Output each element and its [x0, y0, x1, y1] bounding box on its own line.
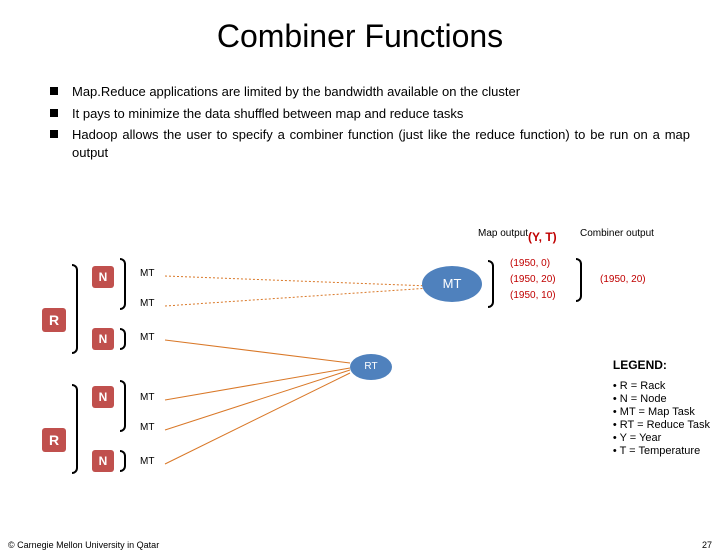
brace-icon	[72, 384, 78, 474]
legend-item: • N = Node	[613, 393, 710, 405]
yt-label: (Y, T)	[528, 230, 557, 244]
brace-icon	[120, 380, 126, 432]
node-box: N	[92, 450, 114, 472]
map-output-label: Map output	[478, 228, 528, 239]
bullet-list: Map.Reduce applications are limited by t…	[50, 83, 690, 161]
reduce-task-oval: RT	[350, 354, 392, 380]
legend-item: • RT = Reduce Task	[613, 419, 710, 431]
legend-item: • MT = Map Task	[613, 406, 710, 418]
legend: LEGEND: • R = Rack • N = Node • MT = Map…	[613, 358, 710, 458]
bullet-item: It pays to minimize the data shuffled be…	[50, 105, 690, 123]
rack-node: R	[42, 428, 66, 452]
bullet-marker	[50, 87, 58, 95]
final-pair-label: (1950, 20)	[600, 274, 646, 285]
pair-label: (1950, 20)	[510, 274, 556, 285]
brace-icon	[120, 450, 126, 472]
brace-icon	[488, 260, 494, 308]
bullet-marker	[50, 130, 58, 138]
map-task-label: MT	[140, 456, 154, 467]
map-task-label: MT	[140, 422, 154, 433]
map-task-label: MT	[140, 332, 154, 343]
map-task-label: MT	[140, 392, 154, 403]
bullet-item: Map.Reduce applications are limited by t…	[50, 83, 690, 101]
combiner-output-label: Combiner output	[580, 228, 654, 239]
brace-icon	[120, 328, 126, 350]
brace-icon	[72, 264, 78, 354]
page-number: 27	[702, 540, 712, 550]
pair-label: (1950, 0)	[510, 258, 550, 269]
brace-icon	[120, 258, 126, 310]
map-task-label: MT	[140, 298, 154, 309]
bullet-text: It pays to minimize the data shuffled be…	[72, 105, 690, 123]
legend-items: • R = Rack • N = Node • MT = Map Task • …	[613, 380, 710, 457]
legend-item: • R = Rack	[613, 380, 710, 392]
node-box: N	[92, 386, 114, 408]
node-box: N	[92, 328, 114, 350]
page-title: Combiner Functions	[0, 18, 720, 55]
node-box: N	[92, 266, 114, 288]
footer-copyright: © Carnegie Mellon University in Qatar	[8, 540, 159, 550]
map-task-oval: MT	[422, 266, 482, 302]
pair-label: (1950, 10)	[510, 290, 556, 301]
bullet-item: Hadoop allows the user to specify a comb…	[50, 126, 690, 161]
rack-node: R	[42, 308, 66, 332]
legend-title: LEGEND:	[613, 358, 710, 372]
brace-icon	[576, 258, 582, 302]
bullet-text: Map.Reduce applications are limited by t…	[72, 83, 690, 101]
bullet-text: Hadoop allows the user to specify a comb…	[72, 126, 690, 161]
map-task-label: MT	[140, 268, 154, 279]
bullet-marker	[50, 109, 58, 117]
legend-item: • Y = Year	[613, 432, 710, 444]
legend-item: • T = Temperature	[613, 445, 710, 457]
